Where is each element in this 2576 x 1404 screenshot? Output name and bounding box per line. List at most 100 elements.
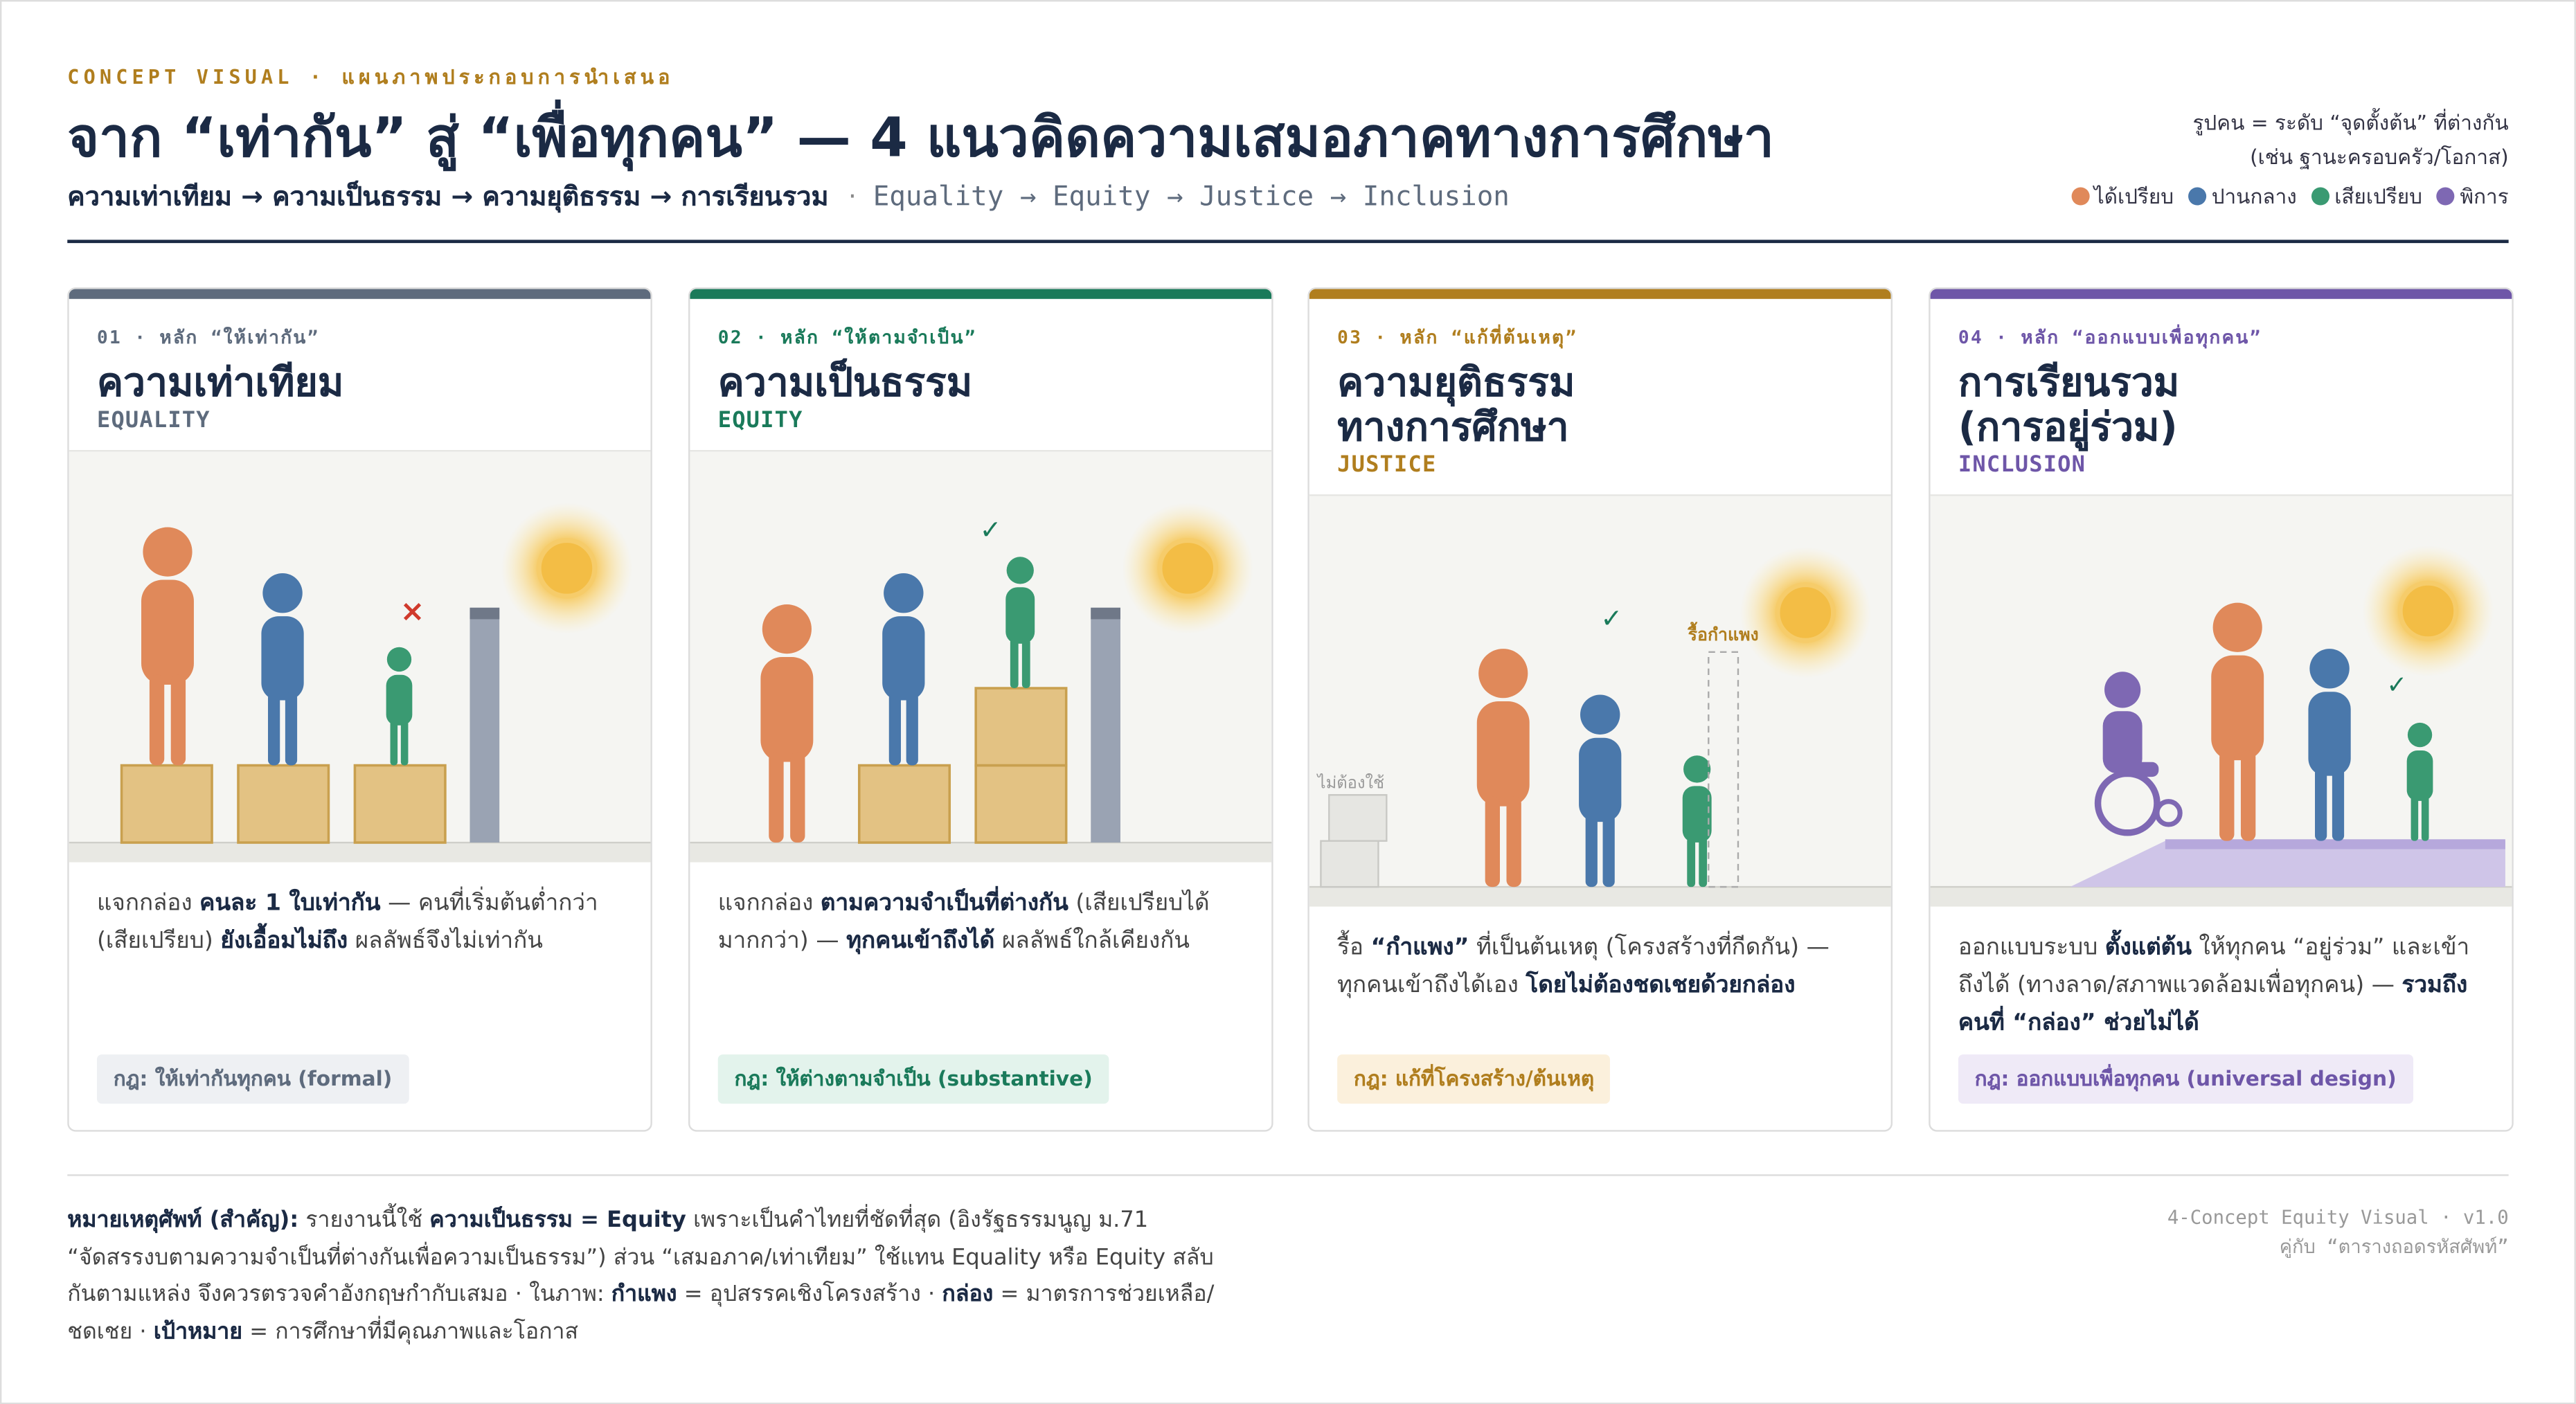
mark-label: ✓ <box>1600 603 1622 633</box>
illustration: ✓ <box>690 451 1272 863</box>
wall-cap <box>1091 607 1120 620</box>
legend: รูปคน = ระดับ “จุดตั้งต้น” ที่ต่างกัน (เ… <box>2056 105 2509 214</box>
text-segment: แจกกล่อง <box>96 890 200 917</box>
card-description: รื้อ “กำแพง” ที่เป็นต้นเหตุ (โครงสร้างที… <box>1309 907 1891 1055</box>
text-segment: ตั้งแต่ต้น <box>2104 934 2192 961</box>
person-leg <box>1602 813 1615 888</box>
card-header: 01 · หลัก “ให้เท่ากัน” ความเท่าเทียม EQUAL… <box>69 299 651 452</box>
person-leg <box>1021 638 1030 689</box>
person-head <box>2104 672 2141 708</box>
person-leg <box>2219 750 2235 841</box>
divider <box>67 240 2509 244</box>
person-leg <box>769 752 784 843</box>
person <box>1005 557 1035 689</box>
removed-label: ไม่ต้องใช้ <box>1316 773 1384 793</box>
person <box>2308 649 2351 841</box>
sun <box>1775 582 1836 643</box>
removed-wall <box>1708 651 1739 888</box>
card-description: ออกแบบระบบ ตั้งแต่ต้น ให้ทุกคน “อยู่ร่วม… <box>1931 907 2512 1055</box>
box <box>237 764 330 844</box>
person-leg <box>1485 796 1501 888</box>
title: จาก “เท่ากัน” สู่ “เพื่อทุกคน” — 4 แนวคิ… <box>67 105 1774 170</box>
text-segment: ทุกคนเข้าถึงได้ <box>846 928 995 955</box>
legend-swatch <box>2188 187 2207 206</box>
subtitle-thai: ความเท่าเทียม → ความเป็นธรรม → ความยุติธ… <box>67 180 829 213</box>
box <box>857 764 951 844</box>
card-number: 04 · หลัก “ออกแบบเพื่อทุกคน” <box>1958 327 2262 348</box>
text-segment: รื้อ <box>1337 934 1371 961</box>
title-line: ความเป็นธรรม <box>717 359 973 406</box>
text-segment: = มาตรการช่วยเหลือ/ชดเชย · <box>67 1281 1215 1344</box>
card-accent <box>69 289 651 299</box>
legend-label: เสียเปรียบ <box>2334 183 2422 209</box>
subtitle-english: Equality → Equity → Justice → Inclusion <box>873 180 1510 213</box>
title-line: การเรียนรวม <box>1958 359 2180 406</box>
person-body <box>2308 692 2351 776</box>
person-body <box>141 579 194 685</box>
person-leg <box>790 752 805 843</box>
person <box>2211 602 2264 841</box>
text-segment: = การศึกษาที่มีคุณภาพและโอกาส <box>242 1317 579 1344</box>
person-leg <box>390 720 398 766</box>
person <box>1682 755 1712 888</box>
person-head <box>2309 649 2350 689</box>
wall <box>1091 607 1120 843</box>
person-leg <box>400 720 409 766</box>
card-english: EQUITY <box>717 407 803 434</box>
person-leg <box>1506 796 1521 888</box>
person-head <box>2407 722 2433 748</box>
illustration: ไม่ต้องใช้ รื้อกำแพง ✓ <box>1309 496 1891 907</box>
card-number: 02 · หลัก “ให้ตามจำเป็น” <box>717 327 977 348</box>
rule-tag: กฎ: ให้เท่ากันทุกคน (formal) <box>96 1054 409 1104</box>
text-segment: เป้าหมาย <box>153 1317 243 1344</box>
box <box>353 764 447 844</box>
person-leg <box>2240 750 2256 841</box>
person-leg <box>2410 795 2419 841</box>
title-line: ทางการศึกษา <box>1337 404 1569 451</box>
person-head <box>1006 557 1034 584</box>
text-segment: (เสียเปรียบได้มากกว่า) — <box>717 890 1210 955</box>
card-number: 01 · หลัก “ให้เท่ากัน” <box>96 327 320 348</box>
text-segment: กำแพง <box>611 1281 677 1308</box>
separator: · <box>848 180 857 213</box>
divider <box>67 1174 2509 1176</box>
footer-note: หมายเหตุศัพท์ (สำคัญ): รายงานนี้ใช้ ความ… <box>67 1203 1217 1351</box>
person-body <box>2211 655 2264 761</box>
person-head <box>1683 755 1711 783</box>
person-head <box>2212 602 2262 652</box>
person-leg <box>149 674 165 766</box>
person-leg <box>888 692 901 766</box>
person <box>261 573 304 766</box>
card: 03 · หลัก “แก้ที่ต้นเหตุ” ความยุติธรรม ทาง… <box>1307 287 1893 1132</box>
text-segment: = อุปสรรคเชิงโครงสร้าง · <box>677 1281 942 1308</box>
title-line: (การอยู่ร่วม) <box>1958 404 2178 451</box>
person <box>2406 722 2433 841</box>
text-segment: ผลลัพธ์ใกล้เคียงกัน <box>994 928 1190 955</box>
card-accent <box>1309 289 1891 299</box>
card-title: ความเป็นธรรม <box>718 361 1244 406</box>
text-segment: คนละ 1 ใบเท่ากัน <box>199 890 381 917</box>
card-title: การเรียนรวม (การอยู่ร่วม) <box>1958 361 2484 450</box>
subtitle: ความเท่าเทียม → ความเป็นธรรม → ความยุติธ… <box>67 177 1510 218</box>
card-english: JUSTICE <box>1337 451 1437 478</box>
card-title: ความเท่าเทียม <box>97 361 623 406</box>
person-head <box>386 647 412 672</box>
person-body <box>1682 786 1712 843</box>
wheel <box>2094 770 2161 836</box>
person-leg <box>2421 795 2429 841</box>
sun <box>2397 580 2459 642</box>
platform-top <box>2165 839 2505 849</box>
person-body <box>2102 711 2143 774</box>
person-leg <box>1010 638 1019 689</box>
mark-label: × <box>400 594 425 629</box>
card-title: ความยุติธรรม ทางการศึกษา <box>1337 361 1863 450</box>
sun <box>536 537 598 599</box>
text-segment: ที่เป็นต้นเหตุ (โครงสร้างที่กีดกัน) — ทุ… <box>1337 934 1830 999</box>
person-head <box>143 527 193 577</box>
person-body <box>882 616 925 701</box>
card-header: 04 · หลัก “ออกแบบเพื่อทุกคน” การเรียนรวม(… <box>1930 299 2512 496</box>
title-line: ความเท่าเทียม <box>96 359 344 406</box>
wheel <box>2154 799 2183 827</box>
legend-items: ได้เปรียบ ปานกลาง เสียเปรียบ พิการ <box>2056 179 2509 214</box>
card-header: 02 · หลัก “ให้ตามจำเป็น” ความเป็นธรรม EQUI… <box>690 299 1272 452</box>
